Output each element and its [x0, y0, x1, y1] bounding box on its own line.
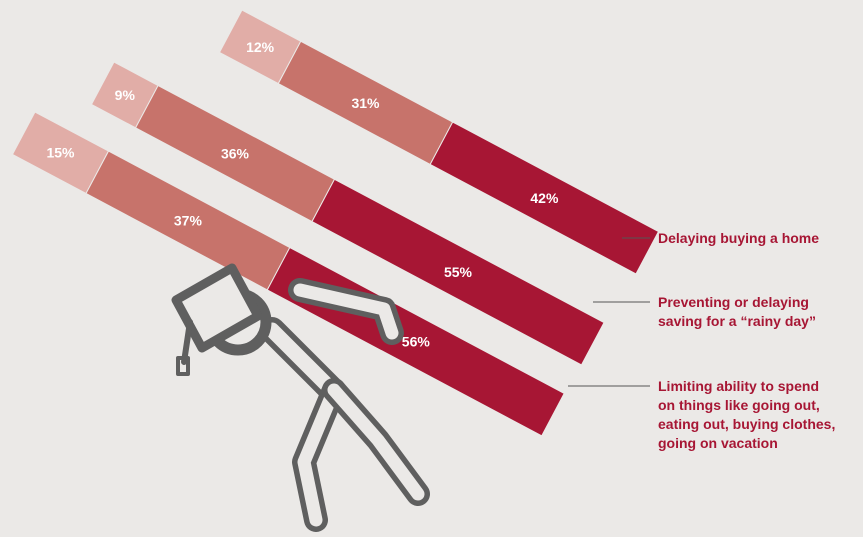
category-label-3: Limiting ability to spend on things like … [658, 378, 835, 451]
bar-value-label-1-1: 12% [246, 39, 275, 55]
category-label-2: Preventing or delaying saving for a “rain… [658, 294, 816, 329]
graduate-figure-icon [171, 263, 430, 532]
bar-value-label-2-3: 55% [444, 264, 473, 280]
bar-value-label-3-3: 56% [402, 334, 431, 350]
bar-value-label-2-1: 9% [115, 87, 136, 103]
category-labels: Delaying buying a home Preventing or dela… [568, 230, 835, 451]
bar-segment-1-3 [429, 121, 660, 275]
bar-segment-2-3 [311, 178, 605, 366]
category-label-1: Delaying buying a home [658, 230, 819, 246]
bar-value-label-3-2: 37% [174, 213, 203, 229]
bar-value-label-3-1: 15% [46, 145, 75, 161]
stacked-bars: 12% 31% 42% 9% 36% 55% 15% 37% 56% [11, 9, 660, 437]
bar-value-label-2-2: 36% [221, 146, 250, 162]
bar-value-label-1-3: 42% [530, 190, 559, 206]
bar-value-label-1-2: 31% [351, 95, 380, 111]
